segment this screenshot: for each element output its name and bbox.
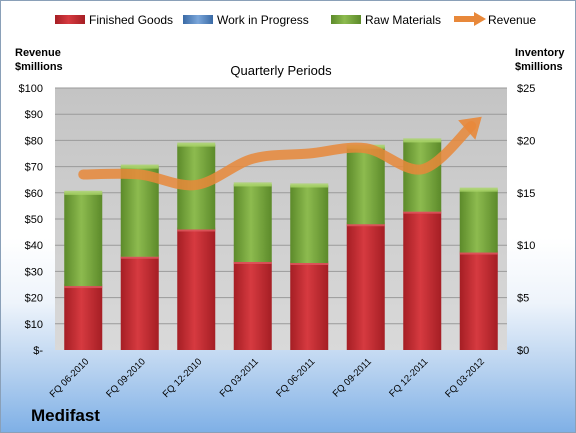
- category-label: FQ 09-2011: [331, 356, 374, 399]
- right-tick-label: $15: [517, 188, 535, 200]
- legend-swatch-arrow: [474, 12, 486, 26]
- bar-raw-materials: [459, 189, 498, 253]
- bar-raw-materials-cap: [120, 164, 159, 169]
- left-tick-label: $30: [25, 266, 43, 278]
- category-label: FQ 03-2011: [218, 356, 261, 399]
- legend-swatch: [55, 15, 85, 24]
- right-axis-title: Inventory: [515, 47, 565, 59]
- category-label: FQ 06-2010: [48, 356, 92, 400]
- left-tick-label: $10: [25, 319, 43, 331]
- bar-finished-goods: [177, 229, 216, 350]
- bar-finished-goods: [290, 263, 329, 350]
- bar-finished-goods: [403, 211, 442, 350]
- revenue-line: [78, 121, 477, 191]
- left-tick-label: $50: [25, 214, 43, 226]
- left-tick-label: $100: [19, 83, 43, 95]
- legend-label: Work in Progress: [217, 13, 309, 27]
- right-tick-label: $25: [517, 83, 535, 95]
- legend-swatch: [183, 15, 213, 24]
- category-label: FQ 06-2011: [274, 356, 317, 399]
- bar-finished-goods: [233, 261, 272, 350]
- legend-label: Raw Materials: [365, 13, 441, 27]
- category-label: FQ 12-2010: [161, 356, 205, 400]
- category-label: FQ 03-2012: [443, 356, 487, 400]
- left-tick-label: $-: [33, 345, 43, 357]
- bar-raw-materials-cap: [290, 183, 329, 188]
- right-tick-label: $10: [517, 240, 535, 252]
- left-tick-label: $60: [25, 188, 43, 200]
- bar-raw-materials-cap: [403, 138, 442, 143]
- category-label: FQ 12-2011: [387, 356, 430, 399]
- right-axis-title: $millions: [515, 61, 563, 73]
- category-label: FQ 09-2010: [104, 356, 148, 400]
- right-tick-label: $0: [517, 345, 529, 357]
- bar-finished-goods: [120, 256, 159, 350]
- legend-label: Revenue: [488, 13, 536, 27]
- right-tick-label: $20: [517, 135, 535, 147]
- left-axis-title: $millions: [15, 61, 63, 73]
- left-tick-label: $90: [25, 109, 43, 121]
- bar-raw-materials: [403, 140, 442, 212]
- legend-swatch: [331, 15, 361, 24]
- bar-raw-materials-cap: [177, 142, 216, 147]
- left-tick-label: $20: [25, 293, 43, 305]
- bar-raw-materials: [346, 146, 385, 225]
- bar-finished-goods: [346, 224, 385, 350]
- right-tick-label: $5: [517, 293, 529, 305]
- legend-label: Finished Goods: [89, 13, 173, 27]
- company-name: Medifast: [31, 406, 100, 425]
- left-tick-label: $80: [25, 135, 43, 147]
- bar-raw-materials-cap: [233, 182, 272, 187]
- left-axis-title: Revenue: [15, 47, 61, 59]
- bar-finished-goods: [64, 286, 103, 350]
- left-tick-label: $40: [25, 240, 43, 252]
- left-tick-label: $70: [25, 162, 43, 174]
- bar-finished-goods: [459, 252, 498, 350]
- bar-raw-materials: [233, 184, 272, 262]
- bar-raw-materials: [64, 192, 103, 287]
- bar-raw-materials-cap: [459, 187, 498, 192]
- bar-raw-materials: [290, 185, 329, 264]
- chart-subtitle: Quarterly Periods: [230, 63, 332, 78]
- revenue-arrowhead: [458, 116, 482, 140]
- bar-raw-materials-cap: [64, 190, 103, 195]
